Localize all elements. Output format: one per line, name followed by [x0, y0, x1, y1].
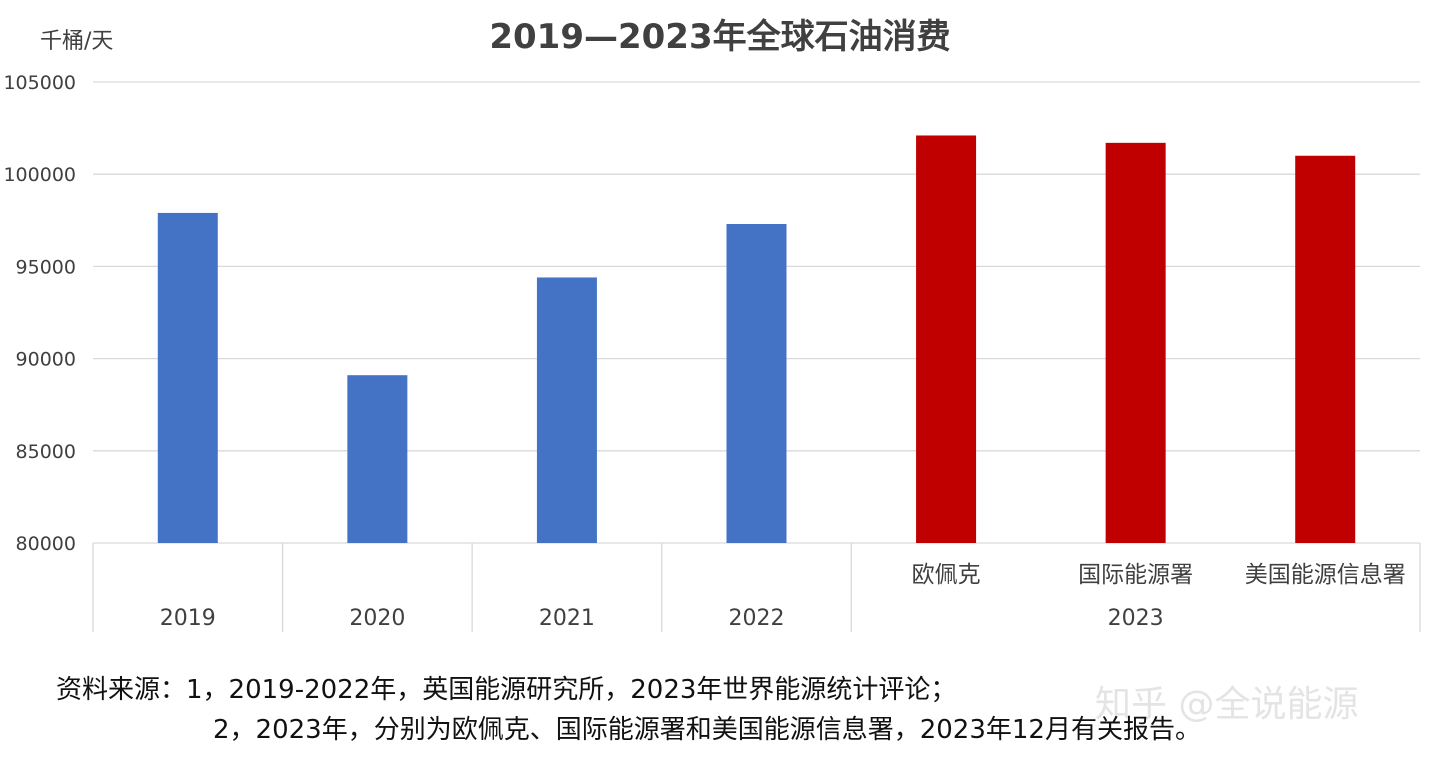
watermark: 知乎 @全说能源	[1095, 684, 1358, 725]
x-category-label: 国际能源署	[1078, 562, 1193, 588]
y-tick-label: 100000	[3, 164, 76, 186]
x-category-label: 欧佩克	[912, 562, 981, 588]
bar	[916, 135, 977, 543]
bar	[347, 375, 408, 543]
chart-title: 2019—2023年全球石油消费	[489, 17, 950, 57]
y-tick-label: 80000	[16, 533, 76, 555]
x-axis: 2019 2020 2021 2022 2023 欧佩克 国际能源署 美国能源信息署	[92, 543, 1421, 632]
bar	[1295, 155, 1356, 543]
bars	[157, 135, 1356, 544]
y-tick-label: 90000	[16, 349, 76, 371]
x-group-label: 2022	[729, 606, 785, 631]
bar	[536, 277, 597, 543]
y-tick-label: 95000	[16, 256, 76, 278]
x-group-label: 2023	[1108, 606, 1164, 631]
source-line-1: 资料来源：1，2019-2022年，英国能源研究所，2023年世界能源统计评论；	[56, 675, 956, 705]
y-axis-unit-label: 千桶/天	[40, 29, 113, 54]
x-category-label: 美国能源信息署	[1245, 562, 1406, 588]
bar	[726, 223, 787, 543]
x-group-label: 2019	[160, 606, 216, 631]
y-axis-ticks: 80000 85000 90000 95000 100000 105000	[3, 72, 76, 555]
y-tick-label: 105000	[3, 72, 76, 94]
source-line-2: 2，2023年，分别为欧佩克、国际能源署和美国能源信息署，2023年12月有关报…	[213, 715, 1201, 745]
bar	[157, 212, 218, 543]
bar	[1105, 142, 1166, 544]
y-tick-label: 85000	[16, 441, 76, 463]
x-group-label: 2021	[539, 606, 595, 631]
x-group-label: 2020	[349, 606, 405, 631]
